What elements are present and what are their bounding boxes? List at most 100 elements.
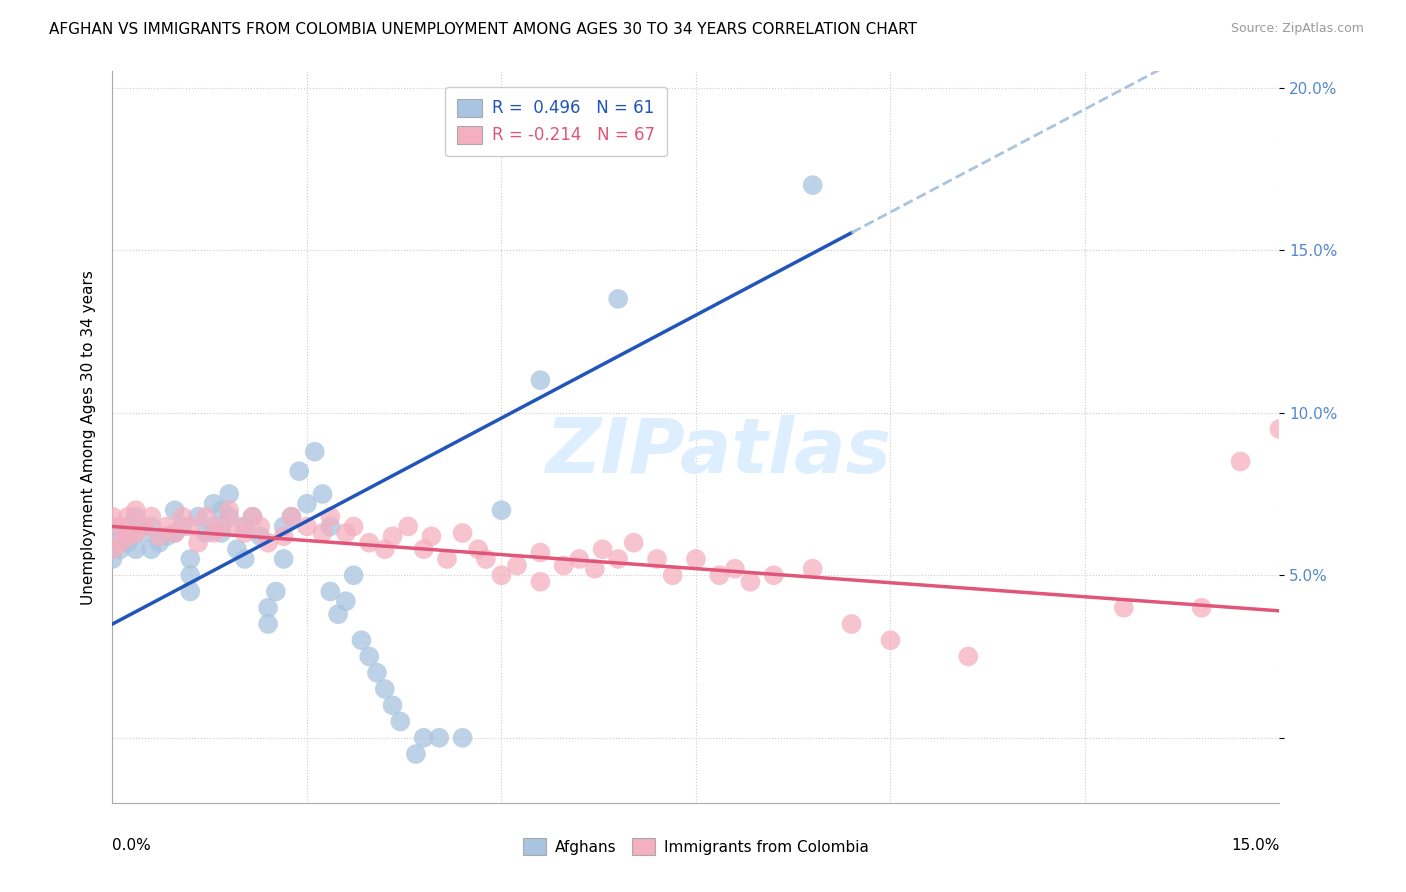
Point xyxy=(257,535,280,549)
Point xyxy=(957,649,980,664)
Point xyxy=(475,552,498,566)
Point xyxy=(209,526,232,541)
Point xyxy=(568,552,591,566)
Point xyxy=(420,529,443,543)
Point xyxy=(709,568,731,582)
Point xyxy=(132,519,155,533)
Point xyxy=(163,526,186,541)
Point xyxy=(117,535,139,549)
Point xyxy=(623,535,645,549)
Point xyxy=(110,529,132,543)
Point xyxy=(295,497,318,511)
Point xyxy=(374,681,396,696)
Point xyxy=(396,519,419,533)
Point xyxy=(1268,422,1291,436)
Point xyxy=(359,649,381,664)
Point xyxy=(412,542,434,557)
Point xyxy=(242,509,264,524)
Point xyxy=(451,526,474,541)
Point xyxy=(273,529,295,543)
Point xyxy=(311,526,333,541)
Point xyxy=(187,535,209,549)
Point xyxy=(326,607,349,622)
Point xyxy=(607,552,630,566)
Point xyxy=(202,519,225,533)
Point xyxy=(762,568,785,582)
Point xyxy=(389,714,412,729)
Point xyxy=(359,535,381,549)
Point xyxy=(311,487,333,501)
Text: 15.0%: 15.0% xyxy=(1232,838,1279,853)
Point xyxy=(249,529,271,543)
Point xyxy=(257,600,280,615)
Point xyxy=(101,542,124,557)
Point xyxy=(645,552,668,566)
Point xyxy=(110,519,132,533)
Point xyxy=(427,731,450,745)
Point xyxy=(125,526,148,541)
Point xyxy=(218,509,240,524)
Point xyxy=(467,542,489,557)
Point xyxy=(319,509,342,524)
Point xyxy=(141,542,163,557)
Point xyxy=(233,526,256,541)
Point xyxy=(233,552,256,566)
Point xyxy=(163,526,186,541)
Point xyxy=(249,519,271,533)
Point xyxy=(304,444,326,458)
Point xyxy=(257,617,280,632)
Point xyxy=(491,568,513,582)
Point xyxy=(841,617,863,632)
Point xyxy=(607,292,630,306)
Point xyxy=(335,594,357,608)
Point xyxy=(529,373,551,387)
Point xyxy=(209,519,232,533)
Point xyxy=(187,509,209,524)
Point xyxy=(295,519,318,533)
Text: 0.0%: 0.0% xyxy=(112,838,152,853)
Point xyxy=(412,731,434,745)
Point xyxy=(242,509,264,524)
Point xyxy=(343,519,366,533)
Point xyxy=(141,509,163,524)
Point xyxy=(226,519,249,533)
Point xyxy=(233,519,256,533)
Point xyxy=(172,519,194,533)
Point xyxy=(156,529,179,543)
Point xyxy=(529,574,551,589)
Point xyxy=(179,552,201,566)
Point xyxy=(148,535,170,549)
Point xyxy=(125,509,148,524)
Text: AFGHAN VS IMMIGRANTS FROM COLOMBIA UNEMPLOYMENT AMONG AGES 30 TO 34 YEARS CORREL: AFGHAN VS IMMIGRANTS FROM COLOMBIA UNEMP… xyxy=(49,22,917,37)
Point xyxy=(592,542,614,557)
Point xyxy=(1112,600,1135,615)
Point xyxy=(202,497,225,511)
Point xyxy=(801,562,824,576)
Point xyxy=(125,542,148,557)
Point xyxy=(335,526,357,541)
Point xyxy=(141,519,163,533)
Point xyxy=(343,568,366,582)
Text: Source: ZipAtlas.com: Source: ZipAtlas.com xyxy=(1230,22,1364,36)
Point xyxy=(529,545,551,559)
Point xyxy=(172,509,194,524)
Point xyxy=(101,552,124,566)
Point xyxy=(879,633,901,648)
Point xyxy=(218,503,240,517)
Point xyxy=(179,584,201,599)
Point xyxy=(661,568,683,582)
Point xyxy=(132,526,155,541)
Point xyxy=(110,535,132,549)
Point xyxy=(125,503,148,517)
Point xyxy=(179,519,201,533)
Point xyxy=(553,558,575,573)
Point xyxy=(319,519,342,533)
Point xyxy=(202,526,225,541)
Point xyxy=(194,526,217,541)
Point xyxy=(163,503,186,517)
Point xyxy=(273,552,295,566)
Point xyxy=(436,552,458,566)
Point xyxy=(101,519,124,533)
Point xyxy=(110,542,132,557)
Point xyxy=(117,529,139,543)
